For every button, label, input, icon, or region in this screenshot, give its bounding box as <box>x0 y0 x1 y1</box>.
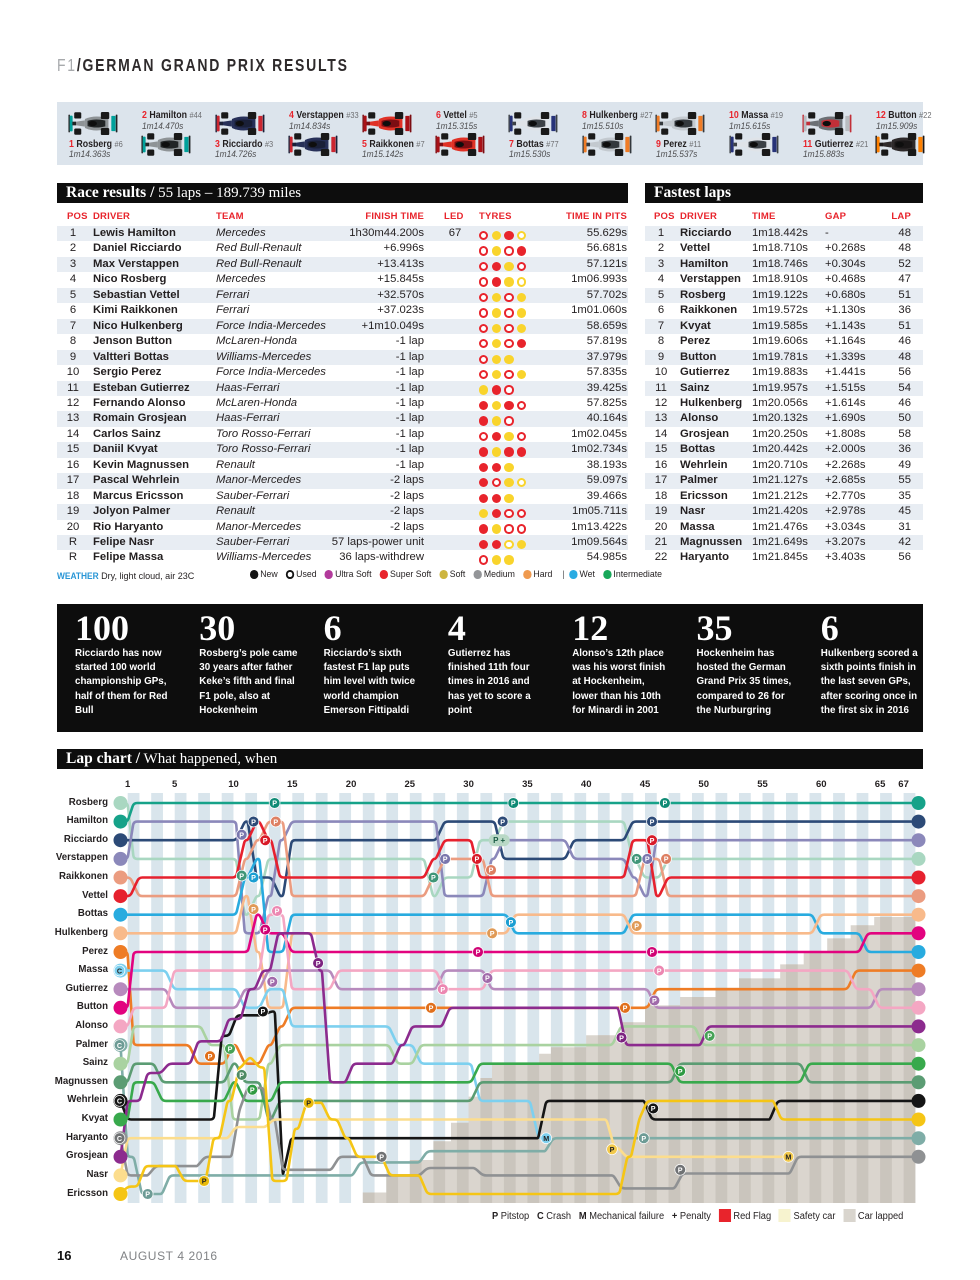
svg-text:P: P <box>657 966 662 975</box>
svg-text:P: P <box>610 1145 615 1154</box>
svg-text:P: P <box>250 1085 255 1094</box>
svg-text:P: P <box>208 1052 213 1061</box>
svg-text:P: P <box>145 1190 150 1199</box>
svg-text:P: P <box>634 855 639 864</box>
svg-text:P: P <box>316 959 321 968</box>
svg-text:15: 15 <box>287 779 298 790</box>
svg-text:P: P <box>251 817 256 826</box>
svg-text:C: C <box>117 1134 122 1143</box>
svg-text:P: P <box>663 799 668 808</box>
svg-text:20: 20 <box>346 779 357 790</box>
svg-text:5: 5 <box>172 779 178 790</box>
svg-text:C: C <box>117 1041 122 1050</box>
svg-text:P: P <box>509 918 514 927</box>
svg-text:P: P <box>443 855 448 864</box>
svg-text:P: P <box>306 1099 311 1108</box>
svg-text:P: P <box>251 873 256 882</box>
svg-text:65: 65 <box>875 779 886 790</box>
svg-text:P: P <box>641 1134 646 1143</box>
svg-text:P: P <box>485 974 490 983</box>
svg-text:P: P <box>379 1153 384 1162</box>
svg-text:P: P <box>500 817 505 826</box>
svg-text:P: P <box>619 1033 624 1042</box>
svg-text:P: P <box>239 1071 244 1080</box>
svg-text:P: P <box>490 929 495 938</box>
svg-text:P: P <box>251 905 256 914</box>
svg-text:60: 60 <box>816 779 827 790</box>
svg-text:P: P <box>270 978 275 987</box>
svg-text:P: P <box>634 922 639 931</box>
svg-text:P: P <box>429 1004 434 1013</box>
svg-text:1: 1 <box>125 779 131 790</box>
svg-text:P: P <box>489 866 494 875</box>
svg-text:P: P <box>511 799 516 808</box>
svg-text:C: C <box>117 1097 122 1106</box>
svg-text:P: P <box>650 836 655 845</box>
svg-text:P: P <box>678 1067 683 1076</box>
svg-text:40: 40 <box>581 779 592 790</box>
svg-text:P: P <box>263 925 268 934</box>
svg-text:P: P <box>263 836 268 845</box>
svg-text:P: P <box>651 1104 656 1113</box>
svg-text:67: 67 <box>898 779 909 790</box>
svg-text:P: P <box>664 855 669 864</box>
svg-text:55: 55 <box>757 779 768 790</box>
svg-text:P: P <box>261 1007 266 1016</box>
svg-text:P: P <box>202 1177 207 1186</box>
svg-text:35: 35 <box>522 779 533 790</box>
svg-text:P: P <box>650 948 655 957</box>
svg-text:P: P <box>239 871 244 880</box>
svg-text:P: P <box>272 799 277 808</box>
svg-text:P: P <box>650 817 655 826</box>
svg-text:50: 50 <box>698 779 709 790</box>
svg-text:C: C <box>117 966 122 975</box>
svg-text:P: P <box>239 830 244 839</box>
svg-text:P: P <box>645 855 650 864</box>
svg-text:P: P <box>273 817 278 826</box>
svg-text:25: 25 <box>405 779 416 790</box>
svg-text:P: P <box>440 985 445 994</box>
svg-text:P: P <box>431 873 436 882</box>
svg-text:P: P <box>475 855 480 864</box>
svg-text:M: M <box>543 1134 549 1143</box>
svg-text:P: P <box>476 948 481 957</box>
svg-text:30: 30 <box>463 779 474 790</box>
svg-text:45: 45 <box>640 779 651 790</box>
svg-text:P: P <box>652 996 657 1005</box>
svg-text:10: 10 <box>228 779 239 790</box>
svg-text:P: P <box>707 1031 712 1040</box>
svg-text:P +: P + <box>493 836 505 845</box>
svg-text:P: P <box>678 1166 683 1175</box>
svg-text:P: P <box>623 1004 628 1013</box>
svg-text:P: P <box>275 907 280 916</box>
svg-text:P: P <box>228 1045 233 1054</box>
svg-text:M: M <box>785 1153 791 1162</box>
